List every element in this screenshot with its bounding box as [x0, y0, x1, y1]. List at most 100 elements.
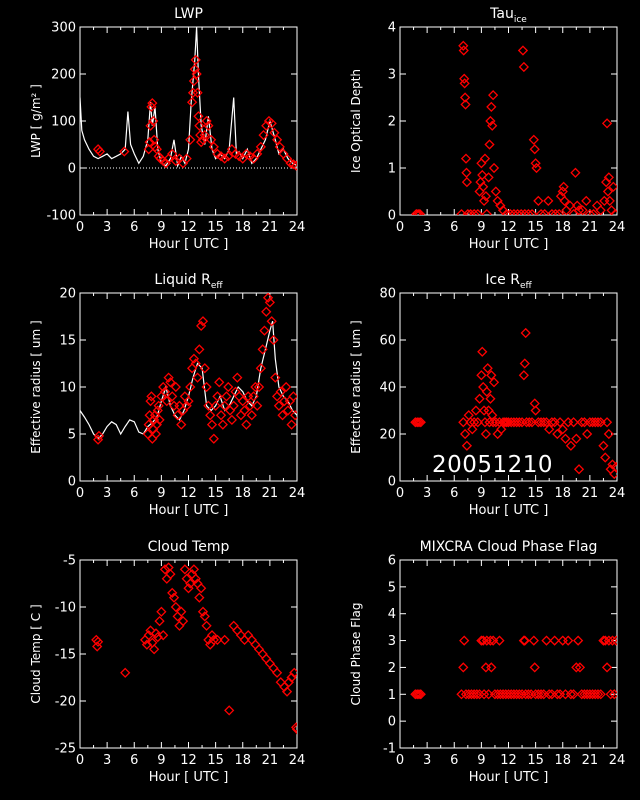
- data-point: [478, 181, 489, 192]
- data-point: [477, 169, 488, 181]
- data-point: [531, 162, 542, 174]
- data-point: [176, 606, 187, 617]
- y-tick-label: 60: [379, 334, 396, 349]
- data-point: [508, 208, 520, 215]
- data-point: [584, 208, 595, 215]
- data-point: [546, 417, 558, 428]
- data-point: [253, 644, 265, 655]
- data-point: [159, 386, 171, 397]
- x-tick-label: 15: [527, 486, 544, 501]
- data-point: [557, 186, 568, 197]
- data-point: [584, 689, 595, 700]
- data-point: [412, 208, 424, 215]
- data-point: [282, 405, 294, 416]
- data-point: [592, 689, 604, 700]
- lwp-series: [80, 27, 297, 171]
- data-point: [565, 440, 577, 451]
- data-point: [530, 405, 541, 416]
- y-tick-label: 6: [388, 554, 396, 569]
- data-point: [558, 181, 569, 192]
- data-point: [486, 101, 497, 113]
- data-point: [461, 440, 473, 451]
- ice_reff-panel: 0 3 6 9 12 15 18 21 24 0 20 40 60 80 Ice Reff Hour [ UT…: [349, 272, 625, 518]
- data-point: [524, 417, 535, 428]
- data-point: [232, 625, 243, 636]
- data-point: [609, 468, 617, 480]
- tau_ice-series: [411, 40, 617, 215]
- y-tick-label: 5: [68, 428, 76, 443]
- liquid_reff-title: Liquid Reff: [154, 272, 223, 291]
- data-point: [174, 620, 185, 631]
- data-point: [572, 200, 583, 211]
- data-point: [290, 722, 297, 733]
- data-point: [460, 153, 472, 164]
- x-tick-label: 9: [477, 753, 485, 768]
- data-point: [153, 400, 164, 411]
- data-point: [411, 208, 422, 215]
- data-point: [196, 583, 207, 594]
- data-point: [167, 391, 178, 402]
- data-point: [600, 452, 611, 463]
- ice_reff-ylabel: Effective radius [ um ]: [349, 320, 363, 453]
- data-point: [246, 410, 257, 421]
- data-point: [601, 417, 613, 428]
- data-point: [181, 153, 192, 164]
- y-tick-label: -15: [55, 648, 76, 663]
- data-point: [158, 630, 169, 641]
- data-point: [492, 428, 503, 440]
- data-point: [605, 689, 616, 700]
- data-point: [459, 428, 471, 440]
- data-point: [497, 689, 509, 700]
- data-point: [488, 90, 499, 101]
- data-point: [554, 417, 566, 428]
- x-tick-label: 0: [396, 486, 404, 501]
- data-point: [481, 386, 492, 397]
- data-point: [479, 153, 491, 164]
- data-point: [554, 208, 565, 215]
- phase_flag-title: MIXCRA Cloud Phase Flag: [420, 539, 598, 555]
- data-point: [241, 419, 252, 430]
- data-point: [577, 205, 588, 215]
- data-point: [492, 689, 503, 700]
- data-point: [505, 208, 516, 215]
- data-point: [470, 405, 482, 416]
- tau_ice-xlabel: Hour [ UTC ]: [469, 237, 549, 252]
- data-point: [501, 417, 512, 428]
- data-point: [598, 440, 609, 451]
- data-point: [141, 639, 153, 650]
- data-point: [235, 410, 247, 421]
- data-point: [573, 205, 585, 215]
- data-point: [221, 391, 232, 402]
- data-point: [199, 363, 210, 374]
- data-point: [144, 137, 155, 148]
- data-point: [503, 689, 514, 700]
- data-point: [485, 393, 496, 404]
- data-point: [252, 400, 263, 411]
- data-point: [541, 635, 552, 646]
- data-point: [529, 144, 540, 155]
- data-point: [565, 689, 577, 700]
- data-point: [587, 417, 598, 428]
- data-point: [273, 400, 285, 411]
- data-point: [458, 417, 469, 428]
- y-tick-label: 2: [388, 661, 396, 676]
- data-point: [271, 667, 283, 678]
- data-point: [478, 405, 490, 416]
- data-point: [563, 635, 574, 646]
- x-tick-label: 9: [157, 220, 165, 235]
- data-point: [148, 115, 159, 127]
- y-tick-label: 10: [59, 381, 76, 396]
- data-point: [205, 410, 216, 421]
- data-point: [271, 391, 283, 402]
- data-point: [255, 363, 266, 374]
- data-point: [150, 628, 162, 639]
- data-point: [523, 689, 534, 700]
- data-point: [183, 395, 194, 407]
- ice_reff-series: [410, 327, 617, 480]
- y-tick-label: -10: [55, 601, 76, 616]
- data-point: [190, 358, 201, 369]
- x-tick-label: 12: [500, 753, 517, 768]
- data-point: [223, 151, 234, 162]
- y-tick-label: 1: [388, 162, 396, 177]
